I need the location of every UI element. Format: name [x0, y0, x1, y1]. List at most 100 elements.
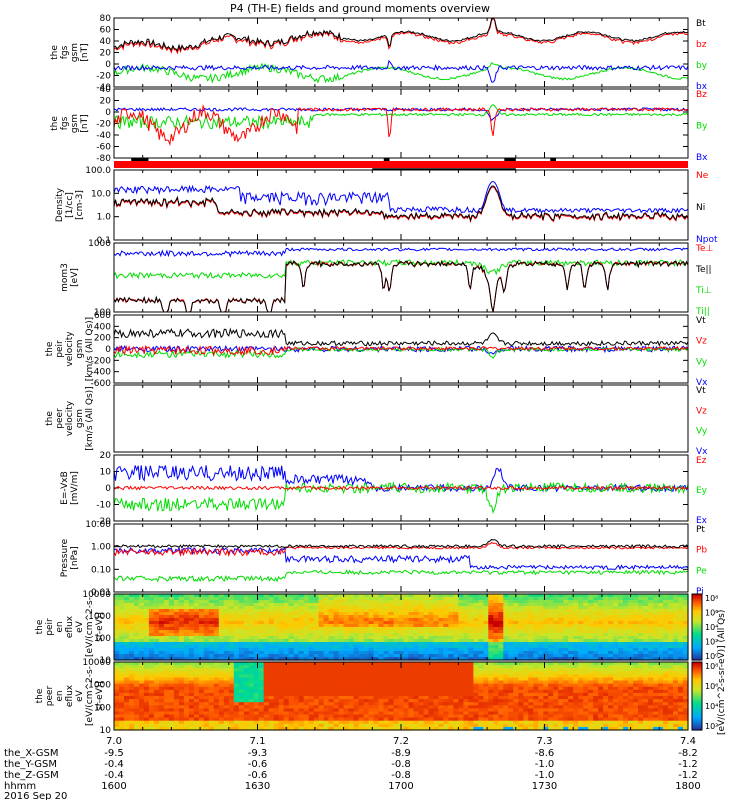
spectrogram-ion-cell — [548, 615, 554, 619]
panel-6-ylabel: [km/s (All Qs)] — [85, 386, 95, 450]
spectrogram-electron-cell — [114, 708, 120, 713]
spectrogram-ion-cell — [598, 603, 604, 607]
spectrogram-electron-cell — [608, 699, 614, 703]
spectrogram-electron-cell — [593, 699, 599, 703]
spectrogram-ion-cell — [268, 657, 275, 661]
spectrogram-ion-cell — [423, 621, 430, 625]
spectrogram-electron-cell — [393, 696, 400, 700]
spectrogram-ion-cell — [483, 603, 489, 607]
spectrogram-ion-cell — [253, 648, 260, 652]
spectrogram-ion-cell — [563, 597, 569, 601]
spectrogram-electron-cell — [598, 708, 604, 713]
spectrogram-electron-cell — [498, 711, 504, 716]
spectrogram-ion-cell — [218, 603, 225, 607]
spectrogram-ion-cell — [508, 612, 514, 616]
spectrogram-electron-cell — [508, 689, 514, 694]
spectrogram-electron-cell — [119, 699, 125, 703]
spectrogram-ion-cell — [343, 654, 350, 658]
spectrogram-ion-cell — [258, 636, 265, 640]
spectrogram-ion-cell — [653, 627, 659, 631]
spectrogram-ion-cell — [408, 612, 415, 616]
spectrogram-ion-cell — [573, 603, 579, 607]
spectrogram-electron-cell — [143, 702, 150, 706]
spectrogram-electron-cell — [473, 671, 479, 675]
spectrogram-ion-cell — [143, 657, 150, 661]
spectrogram-electron-cell — [423, 714, 430, 719]
spectrogram-electron-cell — [433, 671, 439, 675]
spectrogram-electron-cell — [558, 708, 564, 713]
spectrogram-ion-cell — [173, 648, 180, 652]
spectrogram-ion-cell — [413, 651, 420, 655]
spectrogram-electron-cell — [453, 680, 459, 685]
spectrogram-electron-cell — [473, 696, 479, 700]
spectrogram-ion-cell — [608, 648, 614, 652]
spectrogram-electron-cell — [493, 699, 499, 703]
spectrogram-ion-cell — [558, 612, 564, 616]
spectrogram-ion-cell — [298, 642, 305, 646]
spectrogram-ion-cell — [453, 624, 459, 628]
spectrogram-electron-cell — [283, 696, 290, 700]
spectrogram-ion-cell — [543, 606, 549, 610]
spectrogram-electron-cell — [143, 686, 150, 691]
spectrogram-ion-cell — [478, 657, 484, 661]
spectrogram-ion-cell — [658, 651, 664, 655]
spectrogram-electron-cell — [248, 668, 255, 672]
spectrogram-electron-cell — [373, 699, 380, 703]
spectrogram-ion-cell — [298, 603, 305, 607]
spectrogram-electron-cell — [358, 665, 365, 669]
spectrogram-electron-cell — [428, 702, 435, 706]
spectrogram-electron-cell — [308, 723, 315, 728]
spectrogram-ion-cell — [193, 594, 200, 598]
spectrogram-electron-cell — [163, 699, 170, 703]
spectrogram-ion-cell — [553, 612, 559, 616]
spectrogram-ion-cell — [358, 621, 365, 625]
spectrogram-ion-cell — [473, 621, 479, 625]
spectrogram-ion-cell — [458, 639, 464, 643]
spectrogram-ion-cell — [633, 615, 639, 619]
spectrogram-ion-cell — [428, 609, 435, 613]
spectrogram-electron-cell — [588, 717, 594, 722]
spectrogram-ion-cell — [543, 612, 549, 616]
spectrogram-ion-cell — [134, 636, 140, 640]
spectrogram-ion-cell — [403, 657, 410, 661]
spectrogram-ion-cell — [278, 633, 285, 637]
spectrogram-electron-cell — [213, 662, 220, 666]
spectrogram-electron-cell — [338, 702, 345, 706]
spectrogram-ion-cell — [338, 630, 345, 634]
spectrogram-ion-cell — [119, 627, 125, 631]
spectrogram-ion-cell — [378, 636, 385, 640]
spectrogram-electron-cell — [433, 708, 439, 713]
spectrogram-ion-cell — [218, 645, 225, 649]
spectrogram-ion-cell — [388, 618, 395, 622]
spectrogram-electron-cell — [353, 686, 360, 691]
spectrogram-electron-cell — [143, 726, 150, 731]
spectrogram-electron-cell — [148, 671, 155, 675]
spectrogram-ion-cell — [598, 651, 604, 655]
panel-5-ylabel: [km/s (All Qs)] — [85, 317, 95, 381]
spectrogram-ion-cell — [323, 603, 330, 607]
spectrogram-ion-cell — [408, 633, 415, 637]
spectrogram-electron-cell — [114, 711, 120, 716]
spectrogram-electron-cell — [353, 723, 360, 728]
spectrogram-ion-cell — [398, 630, 405, 634]
spectrogram-ion-cell — [358, 609, 365, 613]
spectrogram-ion-cell — [658, 600, 664, 604]
spectrogram-ion-cell — [563, 594, 569, 598]
spectrogram-electron-cell — [168, 723, 175, 728]
spectrogram-electron-cell — [313, 699, 320, 703]
spectrogram-electron-cell — [139, 662, 145, 666]
panel-9-ytick: 100 — [94, 634, 111, 644]
panel-2-ylabel: the — [50, 116, 60, 131]
spectrogram-electron-cell — [139, 677, 145, 682]
spectrogram-electron-cell — [423, 668, 430, 672]
spectrogram-ion-cell — [518, 615, 524, 619]
spectrogram-electron-cell — [368, 686, 375, 691]
spectrogram-electron-cell — [533, 720, 539, 725]
spectrogram-ion-cell — [613, 597, 619, 601]
spectrogram-ion-cell — [288, 612, 295, 616]
spectrogram-ion-cell — [124, 609, 130, 613]
spectrogram-electron-cell — [423, 705, 430, 709]
spectrogram-electron-cell — [338, 711, 345, 716]
spectrogram-electron-cell — [313, 692, 320, 697]
spectrogram-ion-cell — [218, 618, 225, 622]
